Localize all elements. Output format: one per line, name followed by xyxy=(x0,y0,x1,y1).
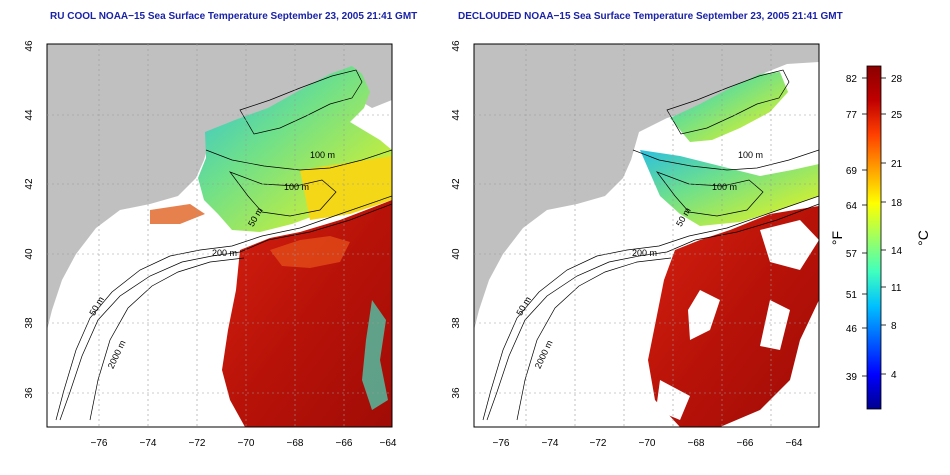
land-mass xyxy=(47,44,392,330)
warm-water-region xyxy=(222,200,392,427)
y-tick: 44 xyxy=(451,109,462,121)
x-tick: −76 xyxy=(91,438,108,449)
y-tick: 36 xyxy=(24,387,35,399)
bathymetry-contours xyxy=(55,69,392,421)
warm-water-region xyxy=(270,236,350,268)
x-tick: −74 xyxy=(140,438,157,449)
fahrenheit-tick: 46 xyxy=(846,324,858,335)
y-tick: 38 xyxy=(24,317,35,329)
fahrenheit-tick: 69 xyxy=(846,166,858,177)
contour-label-100m: 100 m xyxy=(712,182,737,192)
y-tick: 42 xyxy=(451,178,462,190)
colorbar-gradient xyxy=(866,65,882,410)
y-tick: 36 xyxy=(451,387,462,399)
celsius-tick: 4 xyxy=(891,370,897,381)
x-tick: −64 xyxy=(786,438,803,449)
fahrenheit-tick: 64 xyxy=(846,201,858,212)
cloud-gap xyxy=(760,220,819,270)
right-map-title: DECLOUDED NOAA−15 Sea Surface Temperatur… xyxy=(458,11,843,22)
x-tick: −68 xyxy=(287,438,304,449)
x-tick: −64 xyxy=(380,438,397,449)
fahrenheit-tick: 57 xyxy=(846,249,858,260)
cloud-gap xyxy=(688,290,720,340)
contour-label-100m: 100 m xyxy=(738,150,763,160)
land-mass xyxy=(474,44,819,330)
x-tick: −66 xyxy=(336,438,353,449)
y-tick: 40 xyxy=(24,248,35,260)
fahrenheit-tick: 39 xyxy=(846,372,858,383)
y-tick: 46 xyxy=(451,40,462,52)
y-tick: 40 xyxy=(451,248,462,260)
contour-label-100m: 100 m xyxy=(284,182,309,192)
x-tick: −72 xyxy=(189,438,206,449)
celsius-tick: 25 xyxy=(891,110,903,121)
x-tick: −66 xyxy=(737,438,754,449)
colorbar-ticks xyxy=(862,77,886,377)
celsius-tick: 8 xyxy=(891,321,897,332)
x-tick: −76 xyxy=(493,438,510,449)
fahrenheit-tick: 51 xyxy=(846,290,858,301)
celsius-tick: 11 xyxy=(891,283,902,294)
cloud-edge-noise xyxy=(362,300,388,410)
x-tick: −72 xyxy=(590,438,607,449)
celsius-tick: 28 xyxy=(891,74,903,85)
contour-label-200m: 200 m xyxy=(632,248,657,258)
y-tick: 44 xyxy=(24,109,35,121)
celsius-tick: 21 xyxy=(891,159,903,170)
fahrenheit-tick: 82 xyxy=(846,74,858,85)
fahrenheit-tick: 77 xyxy=(846,110,858,121)
right-grid xyxy=(474,44,819,427)
celsius-unit-label: °C xyxy=(915,230,931,246)
fahrenheit-unit-label: °F xyxy=(829,231,845,245)
left-map-title: RU COOL NOAA−15 Sea Surface Temperature … xyxy=(50,11,418,22)
x-tick: −68 xyxy=(688,438,705,449)
gulf-of-maine-water xyxy=(670,72,788,142)
celsius-tick: 14 xyxy=(891,246,903,257)
x-tick: −74 xyxy=(542,438,559,449)
contour-label-100m: 100 m xyxy=(310,150,335,160)
celsius-tick: 18 xyxy=(891,198,903,209)
left-grid xyxy=(47,44,392,427)
cloud-gap xyxy=(760,300,790,350)
x-tick: −70 xyxy=(238,438,255,449)
y-tick: 46 xyxy=(24,40,35,52)
y-tick: 42 xyxy=(24,178,35,190)
x-tick: −70 xyxy=(639,438,656,449)
y-tick: 38 xyxy=(451,317,462,329)
cloud-edge-noise xyxy=(150,204,205,224)
contour-label-200m: 200 m xyxy=(212,248,237,258)
